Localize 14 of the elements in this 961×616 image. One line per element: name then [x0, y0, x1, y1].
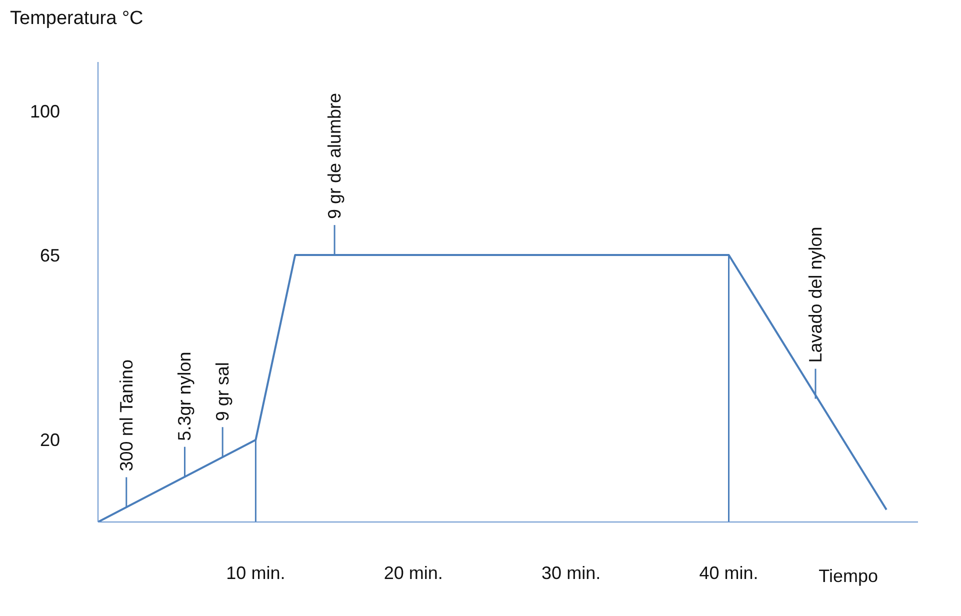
x-axis-title: Tiempo [818, 566, 878, 586]
y-axis-title: Temperatura °C [9, 8, 144, 31]
annotation: 5.3gr nylon [174, 352, 195, 441]
y-tick-label: 100 [30, 102, 60, 122]
annotation: Lavado del nylon [806, 226, 826, 363]
x-tick-label: 10 min. [226, 562, 286, 583]
x-tick-label: 40 min. [699, 562, 758, 583]
y-tick-label: 20 [40, 430, 60, 450]
annotation: 9 gr sal [212, 362, 233, 422]
x-tick-label: 20 min. [384, 562, 443, 583]
y-tick-label: 65 [40, 245, 60, 266]
annotation: 9 gr de alumbre [324, 92, 345, 220]
annotation: 300 ml Tanino [116, 359, 136, 472]
x-tick-label: 30 min. [542, 562, 601, 583]
